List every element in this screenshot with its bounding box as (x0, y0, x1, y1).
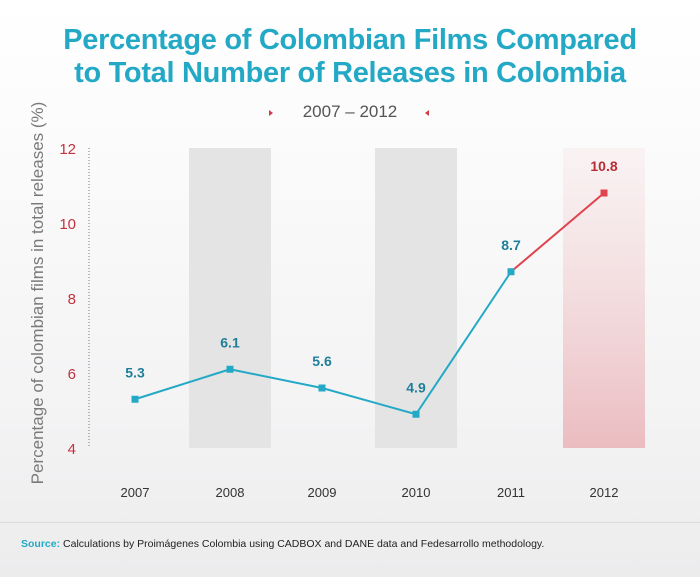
shaded-band-2008 (189, 148, 271, 448)
x-tick-label: 2010 (402, 485, 431, 500)
period-right-arrow-icon (269, 110, 273, 116)
y-tick-label: 4 (68, 441, 76, 458)
data-label-2008: 6.1 (220, 334, 240, 350)
data-label-2011: 8.7 (501, 237, 521, 253)
data-point-2011 (507, 268, 515, 276)
x-tick-label: 2008 (216, 485, 245, 500)
series-segment-2007-2008 (134, 368, 231, 401)
data-label-2007: 5.3 (125, 364, 145, 380)
x-tick-label: 2007 (121, 485, 150, 500)
highlight-band-2012 (563, 148, 645, 448)
line-chart: 4 6 8 10 12 2007 2008 2009 2010 2011 2012 5.3 6.1 5… (59, 141, 645, 500)
footer-divider (0, 522, 700, 523)
data-point-2008 (226, 365, 234, 373)
x-tick-label: 2009 (308, 485, 337, 500)
source-label: Source: (21, 538, 61, 550)
data-point-2012 (600, 189, 608, 197)
series-segment-2011-2012 (510, 192, 605, 273)
data-point-2010 (412, 410, 420, 418)
y-tick-label: 8 (68, 291, 76, 308)
series-segment-2010-2011 (415, 271, 512, 415)
data-point-2007 (131, 395, 139, 403)
source-note: Source: Calculations by Proimágenes Colo… (21, 538, 544, 550)
data-label-2009: 5.6 (312, 353, 332, 369)
series-segment-2009-2010 (321, 387, 417, 416)
y-tick-label: 10 (59, 216, 76, 233)
data-point-2009 (318, 384, 326, 392)
source-text: Calculations by Proimágenes Colombia usi… (63, 538, 545, 550)
period-left-arrow-icon (425, 110, 429, 116)
y-tick-label: 12 (59, 141, 76, 158)
data-label-2010: 4.9 (406, 379, 426, 395)
x-tick-label: 2011 (497, 485, 525, 500)
chart-period: 2007 – 2012 (302, 102, 398, 121)
chart-title: Percentage of Colombian Films Compared t… (0, 24, 700, 90)
shaded-band-2010 (375, 148, 457, 448)
data-label-2012: 10.8 (590, 158, 617, 174)
y-tick-label: 6 (68, 366, 76, 383)
x-tick-label: 2012 (590, 485, 619, 500)
chart-title-line-2: to Total Number of Releases in Colombia (74, 57, 626, 89)
chart-title-line-1: Percentage of Colombian Films Compared (63, 24, 637, 56)
series-segment-2008-2009 (229, 368, 323, 389)
